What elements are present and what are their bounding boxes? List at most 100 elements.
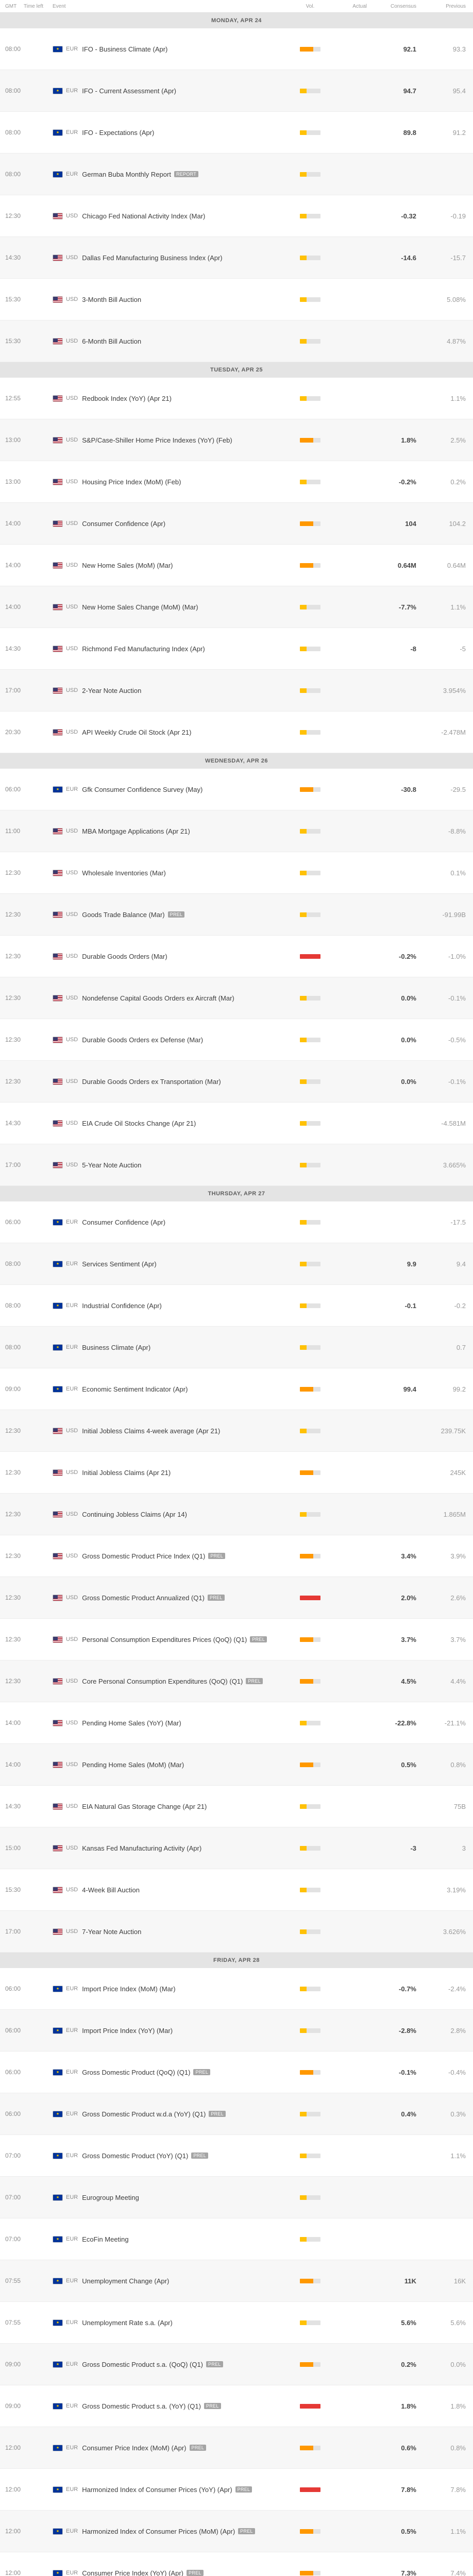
event-name[interactable]: New Home Sales (MoM) (Mar): [82, 561, 173, 569]
event-row[interactable]: 12:30 USD Core Personal Consumption Expend…: [0, 1660, 473, 1702]
event-row[interactable]: 06:00 EUR Gfk Consumer Confidence Survey (…: [0, 769, 473, 810]
event-row[interactable]: 14:00 USD Consumer Confidence (Apr) 104 104.…: [0, 503, 473, 545]
event-row[interactable]: 15:30 USD 3-Month Bill Auction 5.08%: [0, 279, 473, 320]
event-name[interactable]: API Weekly Crude Oil Stock (Apr 21): [82, 728, 192, 736]
event-row[interactable]: 11:00 USD MBA Mortgage Applications (Apr 2…: [0, 810, 473, 852]
event-name[interactable]: EcoFin Meeting: [82, 2235, 129, 2243]
event-row[interactable]: 07:00 EUR Eurogroup Meeting: [0, 2177, 473, 2218]
event-row[interactable]: 12:55 USD Redbook Index (YoY) (Apr 21) 1.1%: [0, 378, 473, 419]
event-row[interactable]: 14:30 USD Dallas Fed Manufacturing Busines…: [0, 237, 473, 279]
event-name[interactable]: Durable Goods Orders ex Defense (Mar): [82, 1036, 204, 1044]
event-row[interactable]: 09:00 EUR Gross Domestic Product s.a. (QoQ…: [0, 2344, 473, 2385]
event-name[interactable]: Import Price Index (YoY) (Mar): [82, 2026, 173, 2035]
event-row[interactable]: 12:30 USD Personal Consumption Expenditure…: [0, 1619, 473, 1660]
event-name[interactable]: IFO - Expectations (Apr): [82, 128, 155, 137]
event-row[interactable]: 12:30 USD Gross Domestic Product Annualize…: [0, 1577, 473, 1619]
event-name[interactable]: Richmond Fed Manufacturing Index (Apr): [82, 645, 205, 653]
event-row[interactable]: 08:00 EUR IFO - Current Assessment (Apr) 94…: [0, 70, 473, 112]
event-name[interactable]: Consumer Price Index (YoY) (Apr): [82, 2569, 183, 2576]
event-name[interactable]: Wholesale Inventories (Mar): [82, 869, 166, 877]
event-row[interactable]: 12:30 USD Chicago Fed National Activity In…: [0, 195, 473, 237]
event-name[interactable]: Harmonized Index of Consumer Prices (YoY…: [82, 2485, 232, 2494]
event-row[interactable]: 08:00 EUR Industrial Confidence (Apr) -0.1 -…: [0, 1285, 473, 1327]
event-name[interactable]: Redbook Index (YoY) (Apr 21): [82, 394, 172, 402]
event-row[interactable]: 14:00 USD New Home Sales (MoM) (Mar) 0.64M 0…: [0, 545, 473, 586]
event-name[interactable]: Initial Jobless Claims 4-week average (A…: [82, 1427, 221, 1435]
event-row[interactable]: 09:00 EUR Gross Domestic Product s.a. (YoY…: [0, 2385, 473, 2427]
event-row[interactable]: 20:30 USD API Weekly Crude Oil Stock (Apr …: [0, 711, 473, 753]
event-row[interactable]: 06:00 EUR Consumer Confidence (Apr) -17.5: [0, 1201, 473, 1243]
event-name[interactable]: Dallas Fed Manufacturing Business Index …: [82, 253, 223, 262]
event-name[interactable]: 5-Year Note Auction: [82, 1161, 142, 1169]
event-name[interactable]: Services Sentiment (Apr): [82, 1260, 157, 1268]
event-row[interactable]: 12:30 USD Continuing Jobless Claims (Apr 1…: [0, 1494, 473, 1535]
event-row[interactable]: 14:00 USD Pending Home Sales (YoY) (Mar) -2…: [0, 1702, 473, 1744]
event-name[interactable]: Economic Sentiment Indicator (Apr): [82, 1385, 188, 1393]
event-row[interactable]: 12:30 USD Durable Goods Orders ex Defense …: [0, 1019, 473, 1061]
event-row[interactable]: 07:55 EUR Unemployment Rate s.a. (Apr) 5.6%…: [0, 2302, 473, 2344]
event-name[interactable]: Import Price Index (MoM) (Mar): [82, 1985, 176, 1993]
event-row[interactable]: 12:00 EUR Harmonized Index of Consumer Pri…: [0, 2469, 473, 2511]
event-name[interactable]: New Home Sales Change (MoM) (Mar): [82, 603, 198, 611]
event-row[interactable]: 17:00 USD 2-Year Note Auction 3.954%: [0, 670, 473, 711]
event-row[interactable]: 06:00 EUR Gross Domestic Product w.d.a (Yo…: [0, 2093, 473, 2135]
event-row[interactable]: 12:30 USD Wholesale Inventories (Mar) 0.1%: [0, 852, 473, 894]
event-name[interactable]: Gross Domestic Product (YoY) (Q1): [82, 2151, 189, 2160]
event-name[interactable]: EIA Natural Gas Storage Change (Apr 21): [82, 1802, 207, 1810]
event-name[interactable]: 2-Year Note Auction: [82, 686, 142, 694]
event-row[interactable]: 12:30 USD Initial Jobless Claims (Apr 21) 2…: [0, 1452, 473, 1494]
event-name[interactable]: Personal Consumption Expenditures Prices…: [82, 1635, 247, 1643]
event-row[interactable]: 06:00 EUR Gross Domestic Product (QoQ) (Q1…: [0, 2052, 473, 2093]
event-name[interactable]: Durable Goods Orders (Mar): [82, 952, 167, 960]
event-name[interactable]: Initial Jobless Claims (Apr 21): [82, 1468, 171, 1477]
event-row[interactable]: 12:30 USD Durable Goods Orders (Mar) -0.2% -…: [0, 936, 473, 977]
event-name[interactable]: 6-Month Bill Auction: [82, 337, 142, 345]
event-name[interactable]: Gfk Consumer Confidence Survey (May): [82, 785, 203, 793]
event-row[interactable]: 12:00 EUR Consumer Price Index (MoM) (Apr)…: [0, 2427, 473, 2469]
event-row[interactable]: 15:30 USD 6-Month Bill Auction 4.87%: [0, 320, 473, 362]
event-name[interactable]: IFO - Business Climate (Apr): [82, 45, 168, 53]
event-name[interactable]: Kansas Fed Manufacturing Activity (Apr): [82, 1844, 202, 1852]
event-row[interactable]: 13:00 USD Housing Price Index (MoM) (Feb) -…: [0, 461, 473, 503]
event-row[interactable]: 06:00 EUR Import Price Index (MoM) (Mar) -0…: [0, 1968, 473, 2010]
event-name[interactable]: Durable Goods Orders ex Transportation (…: [82, 1077, 221, 1086]
event-name[interactable]: Pending Home Sales (YoY) (Mar): [82, 1719, 181, 1727]
event-row[interactable]: 07:00 EUR Gross Domestic Product (YoY) (Q1…: [0, 2135, 473, 2177]
event-name[interactable]: EIA Crude Oil Stocks Change (Apr 21): [82, 1119, 196, 1127]
event-name[interactable]: Business Climate (Apr): [82, 1343, 151, 1351]
event-name[interactable]: Consumer Price Index (MoM) (Apr): [82, 2444, 187, 2452]
event-row[interactable]: 17:00 USD 5-Year Note Auction 3.665%: [0, 1144, 473, 1186]
event-row[interactable]: 12:30 USD Nondefense Capital Goods Orders …: [0, 977, 473, 1019]
event-name[interactable]: MBA Mortgage Applications (Apr 21): [82, 827, 190, 835]
event-row[interactable]: 15:00 USD Kansas Fed Manufacturing Activit…: [0, 1827, 473, 1869]
event-name[interactable]: German Buba Monthly Report: [82, 170, 171, 178]
event-name[interactable]: Consumer Confidence (Apr): [82, 1218, 166, 1226]
event-name[interactable]: Nondefense Capital Goods Orders ex Aircr…: [82, 994, 234, 1002]
event-row[interactable]: 07:55 EUR Unemployment Change (Apr) 11K 16K: [0, 2260, 473, 2302]
event-row[interactable]: 14:30 USD Richmond Fed Manufacturing Index…: [0, 628, 473, 670]
event-name[interactable]: Consumer Confidence (Apr): [82, 519, 166, 528]
event-name[interactable]: Housing Price Index (MoM) (Feb): [82, 478, 181, 486]
event-name[interactable]: 4-Week Bill Auction: [82, 1886, 140, 1894]
event-row[interactable]: 08:00 EUR IFO - Business Climate (Apr) 92.1…: [0, 28, 473, 70]
event-row[interactable]: 12:30 USD Gross Domestic Product Price Ind…: [0, 1535, 473, 1577]
event-name[interactable]: 7-Year Note Auction: [82, 1927, 142, 1936]
event-name[interactable]: Harmonized Index of Consumer Prices (MoM…: [82, 2527, 235, 2535]
event-row[interactable]: 14:00 USD Pending Home Sales (MoM) (Mar) 0.…: [0, 1744, 473, 1786]
event-name[interactable]: Gross Domestic Product s.a. (YoY) (Q1): [82, 2402, 201, 2410]
event-row[interactable]: 08:00 EUR Business Climate (Apr) 0.7: [0, 1327, 473, 1368]
event-row[interactable]: 12:00 EUR Harmonized Index of Consumer Pri…: [0, 2511, 473, 2552]
event-row[interactable]: 06:00 EUR Import Price Index (YoY) (Mar) -2…: [0, 2010, 473, 2052]
event-name[interactable]: IFO - Current Assessment (Apr): [82, 87, 176, 95]
event-row[interactable]: 12:00 EUR Consumer Price Index (YoY) (Apr)…: [0, 2552, 473, 2576]
event-row[interactable]: 08:00 EUR Services Sentiment (Apr) 9.9 9.4: [0, 1243, 473, 1285]
event-row[interactable]: 15:30 USD 4-Week Bill Auction 3.19%: [0, 1869, 473, 1911]
event-name[interactable]: Gross Domestic Product Annualized (Q1): [82, 1594, 205, 1602]
event-name[interactable]: Eurogroup Meeting: [82, 2193, 139, 2201]
event-row[interactable]: 17:00 USD 7-Year Note Auction 3.626%: [0, 1911, 473, 1953]
event-row[interactable]: 12:30 USD Durable Goods Orders ex Transpor…: [0, 1061, 473, 1103]
event-name[interactable]: Gross Domestic Product (QoQ) (Q1): [82, 2068, 191, 2076]
event-name[interactable]: Gross Domestic Product w.d.a (YoY) (Q1): [82, 2110, 206, 2118]
event-name[interactable]: Unemployment Rate s.a. (Apr): [82, 2318, 173, 2327]
